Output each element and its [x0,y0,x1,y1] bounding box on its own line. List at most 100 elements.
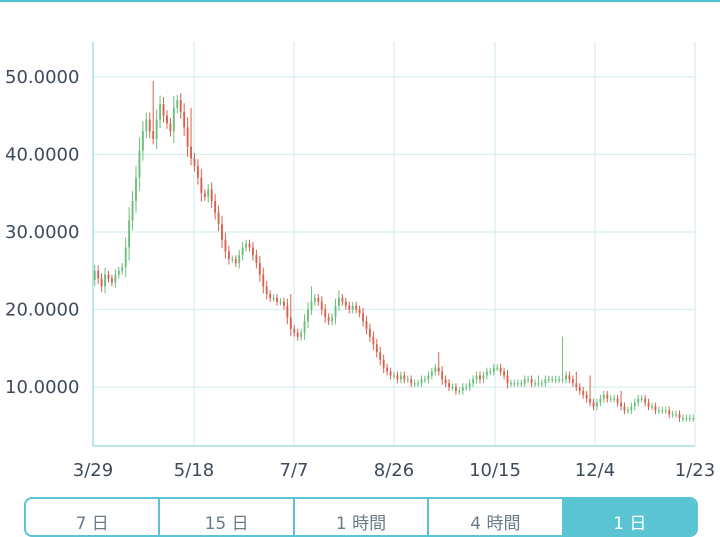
candle-body [606,394,609,399]
candle [654,402,657,415]
candle [630,402,633,415]
y-axis: 10.0000 20.0000 30.0000 40.0000 50.0000 [5,67,79,398]
candle-body [623,406,626,411]
candle [286,298,289,325]
candle [379,346,382,366]
candle [417,379,420,387]
candle-body [647,402,650,407]
candle [554,375,557,383]
candle [375,338,378,358]
candle [565,371,567,384]
candle-body [227,251,230,260]
range-button-7d[interactable]: 7 日 [26,499,161,535]
candle-body [427,375,430,380]
candle [176,94,179,114]
candle [530,375,533,388]
candle-body [503,371,506,376]
candle [399,371,402,384]
candle [671,410,674,418]
candle-body [128,220,131,248]
candle [606,390,609,403]
candle [348,301,351,314]
candle-body [200,177,203,194]
candle-body [424,379,426,381]
candle-body [688,418,691,420]
candle-body [537,383,540,385]
candle [217,205,220,232]
candle-body [448,383,450,388]
candle-body [661,410,664,412]
x-tick-label: 3/29 [73,460,113,481]
candle-body [265,286,268,295]
candle [537,375,540,387]
candle [193,152,196,172]
candle-body [169,123,172,132]
candle-body [413,383,416,385]
candle-body [496,367,499,369]
candle-body [207,189,210,198]
candle [640,395,643,403]
range-button-1h[interactable]: 1 時間 [295,499,430,535]
candle [578,383,581,395]
candle [196,159,199,185]
x-tick-label: 1/23 [675,460,715,481]
candle [465,383,468,391]
candle [265,280,268,300]
candle [148,112,151,139]
candle [372,331,375,350]
candle-body [368,328,371,337]
candle [520,379,523,387]
range-button-4h[interactable]: 4 時間 [429,499,564,535]
candle-body [530,379,533,384]
candle [351,301,354,314]
y-tick-label: 30.0000 [5,222,79,243]
x-tick-label: 7/7 [280,460,309,481]
candle-body [485,371,488,376]
candle-body [620,402,622,407]
candle-body [420,379,423,384]
candle [138,137,141,191]
candle-body [654,406,657,411]
range-button-1d[interactable]: 1 日 [563,499,696,535]
candle-body [520,383,523,385]
x-tick-label: 12/4 [575,460,615,481]
candle-body [578,387,581,391]
candle [255,249,258,269]
candle [124,237,127,277]
candle-body [121,266,124,271]
candle-body [386,367,389,372]
candle [238,249,241,269]
candle-body [100,278,103,287]
candle-body [355,305,358,310]
candle-body [671,414,674,416]
candle [389,367,392,380]
candle-body [148,119,151,132]
candle-body [668,410,671,415]
price-chart[interactable]: 10.0000 20.0000 30.0000 40.0000 50.0000 3/29… [0,0,720,492]
candle-body [454,387,457,391]
candle-body [324,309,327,318]
range-button-15d[interactable]: 15 日 [160,499,295,535]
candle [93,264,96,287]
candle [104,267,106,294]
candle-body [131,200,134,221]
candle [403,371,406,384]
candle [616,394,619,407]
candle [162,97,165,123]
candle [620,390,622,411]
candle-body [441,371,444,380]
candle [451,383,454,391]
candle-body [203,193,206,198]
candle [437,352,440,376]
candle-body [403,375,406,380]
candle [485,367,488,380]
candle [166,110,168,129]
candle [637,394,640,407]
candle-body [224,239,227,252]
candle-body [551,379,554,381]
candle [685,414,688,422]
candle-body [657,410,660,412]
candle-body [293,328,296,333]
candle-body [179,100,182,112]
candle [355,301,358,314]
